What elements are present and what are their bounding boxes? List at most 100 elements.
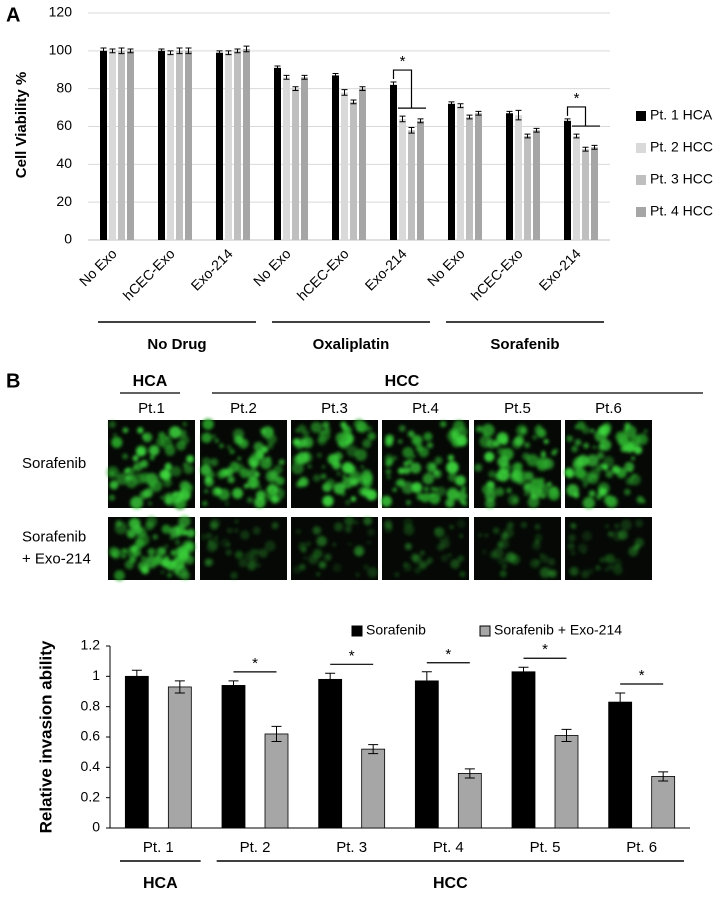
cell xyxy=(147,547,156,556)
y-tick-label: 0 xyxy=(64,231,72,247)
bar xyxy=(176,50,183,241)
cell xyxy=(186,455,195,463)
cell xyxy=(363,516,373,526)
error-bar xyxy=(109,48,116,54)
cell xyxy=(114,570,125,581)
cell xyxy=(341,462,354,474)
cell xyxy=(574,425,579,430)
cell xyxy=(125,475,131,481)
cell xyxy=(124,560,134,570)
bar xyxy=(564,120,571,240)
cell xyxy=(226,527,233,534)
cell xyxy=(592,445,596,449)
cell xyxy=(155,547,166,557)
cell xyxy=(240,530,250,540)
cell xyxy=(516,462,523,469)
cell xyxy=(477,532,483,538)
cell xyxy=(136,446,146,457)
error-bar xyxy=(341,89,348,96)
y-tick-label: 120 xyxy=(49,4,73,20)
cell xyxy=(122,453,128,460)
cell xyxy=(301,436,314,449)
cell xyxy=(570,523,577,529)
cell xyxy=(435,528,440,533)
bar xyxy=(582,149,589,240)
cell xyxy=(175,539,181,545)
cell xyxy=(225,549,232,556)
cell xyxy=(210,458,219,467)
micrograph-cells xyxy=(291,418,378,507)
cell xyxy=(296,451,309,465)
cell xyxy=(614,523,620,529)
cell xyxy=(266,434,277,445)
cell xyxy=(434,456,443,465)
group-header: HCC xyxy=(385,373,420,390)
micrograph-cells xyxy=(474,423,560,509)
cell xyxy=(532,434,538,440)
bar xyxy=(390,84,397,240)
cell xyxy=(492,547,504,559)
bar xyxy=(417,120,424,240)
micrograph-cells xyxy=(292,516,378,578)
cell xyxy=(350,496,357,502)
cell xyxy=(618,434,630,446)
cell xyxy=(122,427,129,434)
cell xyxy=(167,572,172,578)
cell xyxy=(124,468,130,474)
cell xyxy=(475,425,483,433)
cell xyxy=(536,428,547,438)
column-label: Pt.6 xyxy=(595,400,622,417)
cell xyxy=(446,487,459,500)
bar xyxy=(283,77,290,240)
cell xyxy=(446,461,459,474)
error-bar xyxy=(506,110,513,116)
bar xyxy=(414,680,439,829)
cell xyxy=(460,500,465,505)
cell xyxy=(133,525,143,534)
cell xyxy=(121,548,127,554)
cell xyxy=(345,499,351,505)
cell xyxy=(178,515,191,528)
cell xyxy=(542,493,547,498)
column-label: Pt.4 xyxy=(412,400,439,417)
legend-swatch xyxy=(351,625,363,637)
error-bar xyxy=(167,50,174,56)
bar xyxy=(651,776,676,829)
cell xyxy=(332,460,341,470)
cell xyxy=(403,466,411,475)
cell xyxy=(514,435,525,446)
legend-swatch xyxy=(636,143,646,153)
legend-label: Sorafenib + Exo-214 xyxy=(494,622,622,638)
cell xyxy=(611,465,620,474)
cell xyxy=(249,460,259,469)
cell xyxy=(160,570,164,574)
cell xyxy=(625,477,634,486)
cell xyxy=(496,432,509,444)
error-bar xyxy=(332,73,339,78)
bar xyxy=(359,88,366,241)
cell xyxy=(295,528,302,535)
significance-label: * xyxy=(349,647,355,664)
cell xyxy=(547,488,560,501)
cell xyxy=(132,472,145,485)
cell xyxy=(258,548,268,558)
bar xyxy=(524,135,531,240)
cell xyxy=(344,516,355,527)
cell xyxy=(164,544,169,549)
cell xyxy=(386,475,391,479)
bar xyxy=(457,105,464,240)
cell xyxy=(130,496,144,510)
cell xyxy=(596,451,605,460)
cell xyxy=(636,496,644,504)
cell xyxy=(109,494,115,501)
micrograph-cells xyxy=(567,519,644,579)
cell xyxy=(212,434,216,439)
cell xyxy=(267,427,274,434)
error-bar xyxy=(658,771,669,782)
cell xyxy=(202,457,211,466)
cell xyxy=(320,473,327,480)
cell xyxy=(426,462,437,473)
y-tick-label: 40 xyxy=(56,155,72,171)
y-tick-label: 1.2 xyxy=(81,637,101,653)
